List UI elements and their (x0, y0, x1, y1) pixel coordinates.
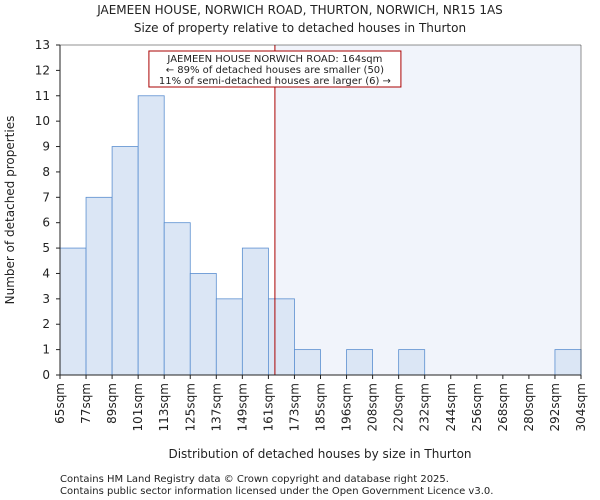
x-tick-label: 280sqm (522, 383, 536, 431)
y-tick-label: 6 (42, 216, 50, 230)
x-tick-label: 256sqm (470, 383, 484, 431)
x-tick-label: 232sqm (418, 383, 432, 431)
x-tick-label: 268sqm (496, 383, 510, 431)
bar-65sqm (59, 247, 87, 376)
footer-licence: Contains public sector information licen… (60, 486, 493, 497)
annotation-border (148, 50, 402, 88)
bar-196sqm (346, 349, 373, 376)
bar-125sqm (189, 273, 217, 376)
y-tick-label: 7 (42, 190, 50, 204)
x-tick-label: 220sqm (392, 383, 406, 431)
bar-89sqm (111, 146, 139, 376)
bar-137sqm (215, 298, 243, 376)
y-tick-label: 13 (35, 38, 50, 52)
x-tick-label: 125sqm (183, 383, 197, 431)
y-tick-label: 10 (35, 114, 50, 128)
chart-subtitle: Size of property relative to detached ho… (134, 21, 466, 35)
x-tick-label: 113sqm (157, 383, 171, 431)
y-tick-label: 0 (42, 368, 50, 382)
footer-copyright: Contains HM Land Registry data © Crown c… (60, 474, 449, 485)
y-tick-label: 5 (42, 241, 50, 255)
y-tick-label: 1 (42, 343, 50, 357)
x-tick-label: 292sqm (548, 383, 562, 431)
y-tick-label: 9 (42, 140, 50, 154)
x-tick-label: 244sqm (444, 383, 458, 431)
annotation-line-2: ← 89% of detached houses are smaller (50… (166, 65, 384, 76)
x-tick-label: 208sqm (366, 383, 380, 431)
bar-101sqm (137, 95, 165, 376)
y-tick-label: 11 (35, 89, 50, 103)
y-tick-label: 8 (42, 165, 50, 179)
x-tick-label: 304sqm (574, 383, 588, 431)
y-axis-label: Number of detached properties (3, 116, 17, 305)
x-tick-label: 101sqm (131, 383, 145, 431)
annotation-line-3: 11% of semi-detached houses are larger (… (159, 76, 391, 87)
larger-properties-shade (274, 45, 581, 375)
x-tick-label: 89sqm (105, 383, 119, 424)
x-tick-label: 77sqm (79, 383, 93, 424)
y-tick-label: 4 (42, 266, 50, 280)
x-tick-label: 196sqm (340, 383, 354, 431)
bar-173sqm (294, 349, 321, 376)
x-tick-label: 161sqm (261, 383, 275, 431)
y-tick-label: 2 (42, 317, 50, 331)
bar-292sqm (554, 349, 582, 376)
x-tick-label: 149sqm (235, 383, 249, 431)
y-tick-label: 3 (42, 292, 50, 306)
annotation-box: JAEMEEN HOUSE NORWICH ROAD: 164sqm ← 89%… (148, 50, 402, 88)
annotation-line-1: JAEMEEN HOUSE NORWICH ROAD: 164sqm (166, 54, 382, 65)
bar-113sqm (163, 222, 191, 376)
bar-161sqm (267, 298, 295, 376)
x-axis-label: Distribution of detached houses by size … (168, 447, 471, 461)
bar-220sqm (398, 349, 426, 376)
x-tick-label: 185sqm (314, 383, 328, 431)
x-tick-label: 65sqm (53, 383, 67, 424)
x-tick-label: 173sqm (287, 383, 301, 431)
y-tick-label: 12 (35, 63, 50, 77)
x-tick-label: 137sqm (209, 383, 223, 431)
bar-77sqm (85, 196, 113, 376)
chart-title: JAEMEEN HOUSE, NORWICH ROAD, THURTON, NO… (96, 3, 503, 17)
bar-149sqm (241, 247, 269, 376)
